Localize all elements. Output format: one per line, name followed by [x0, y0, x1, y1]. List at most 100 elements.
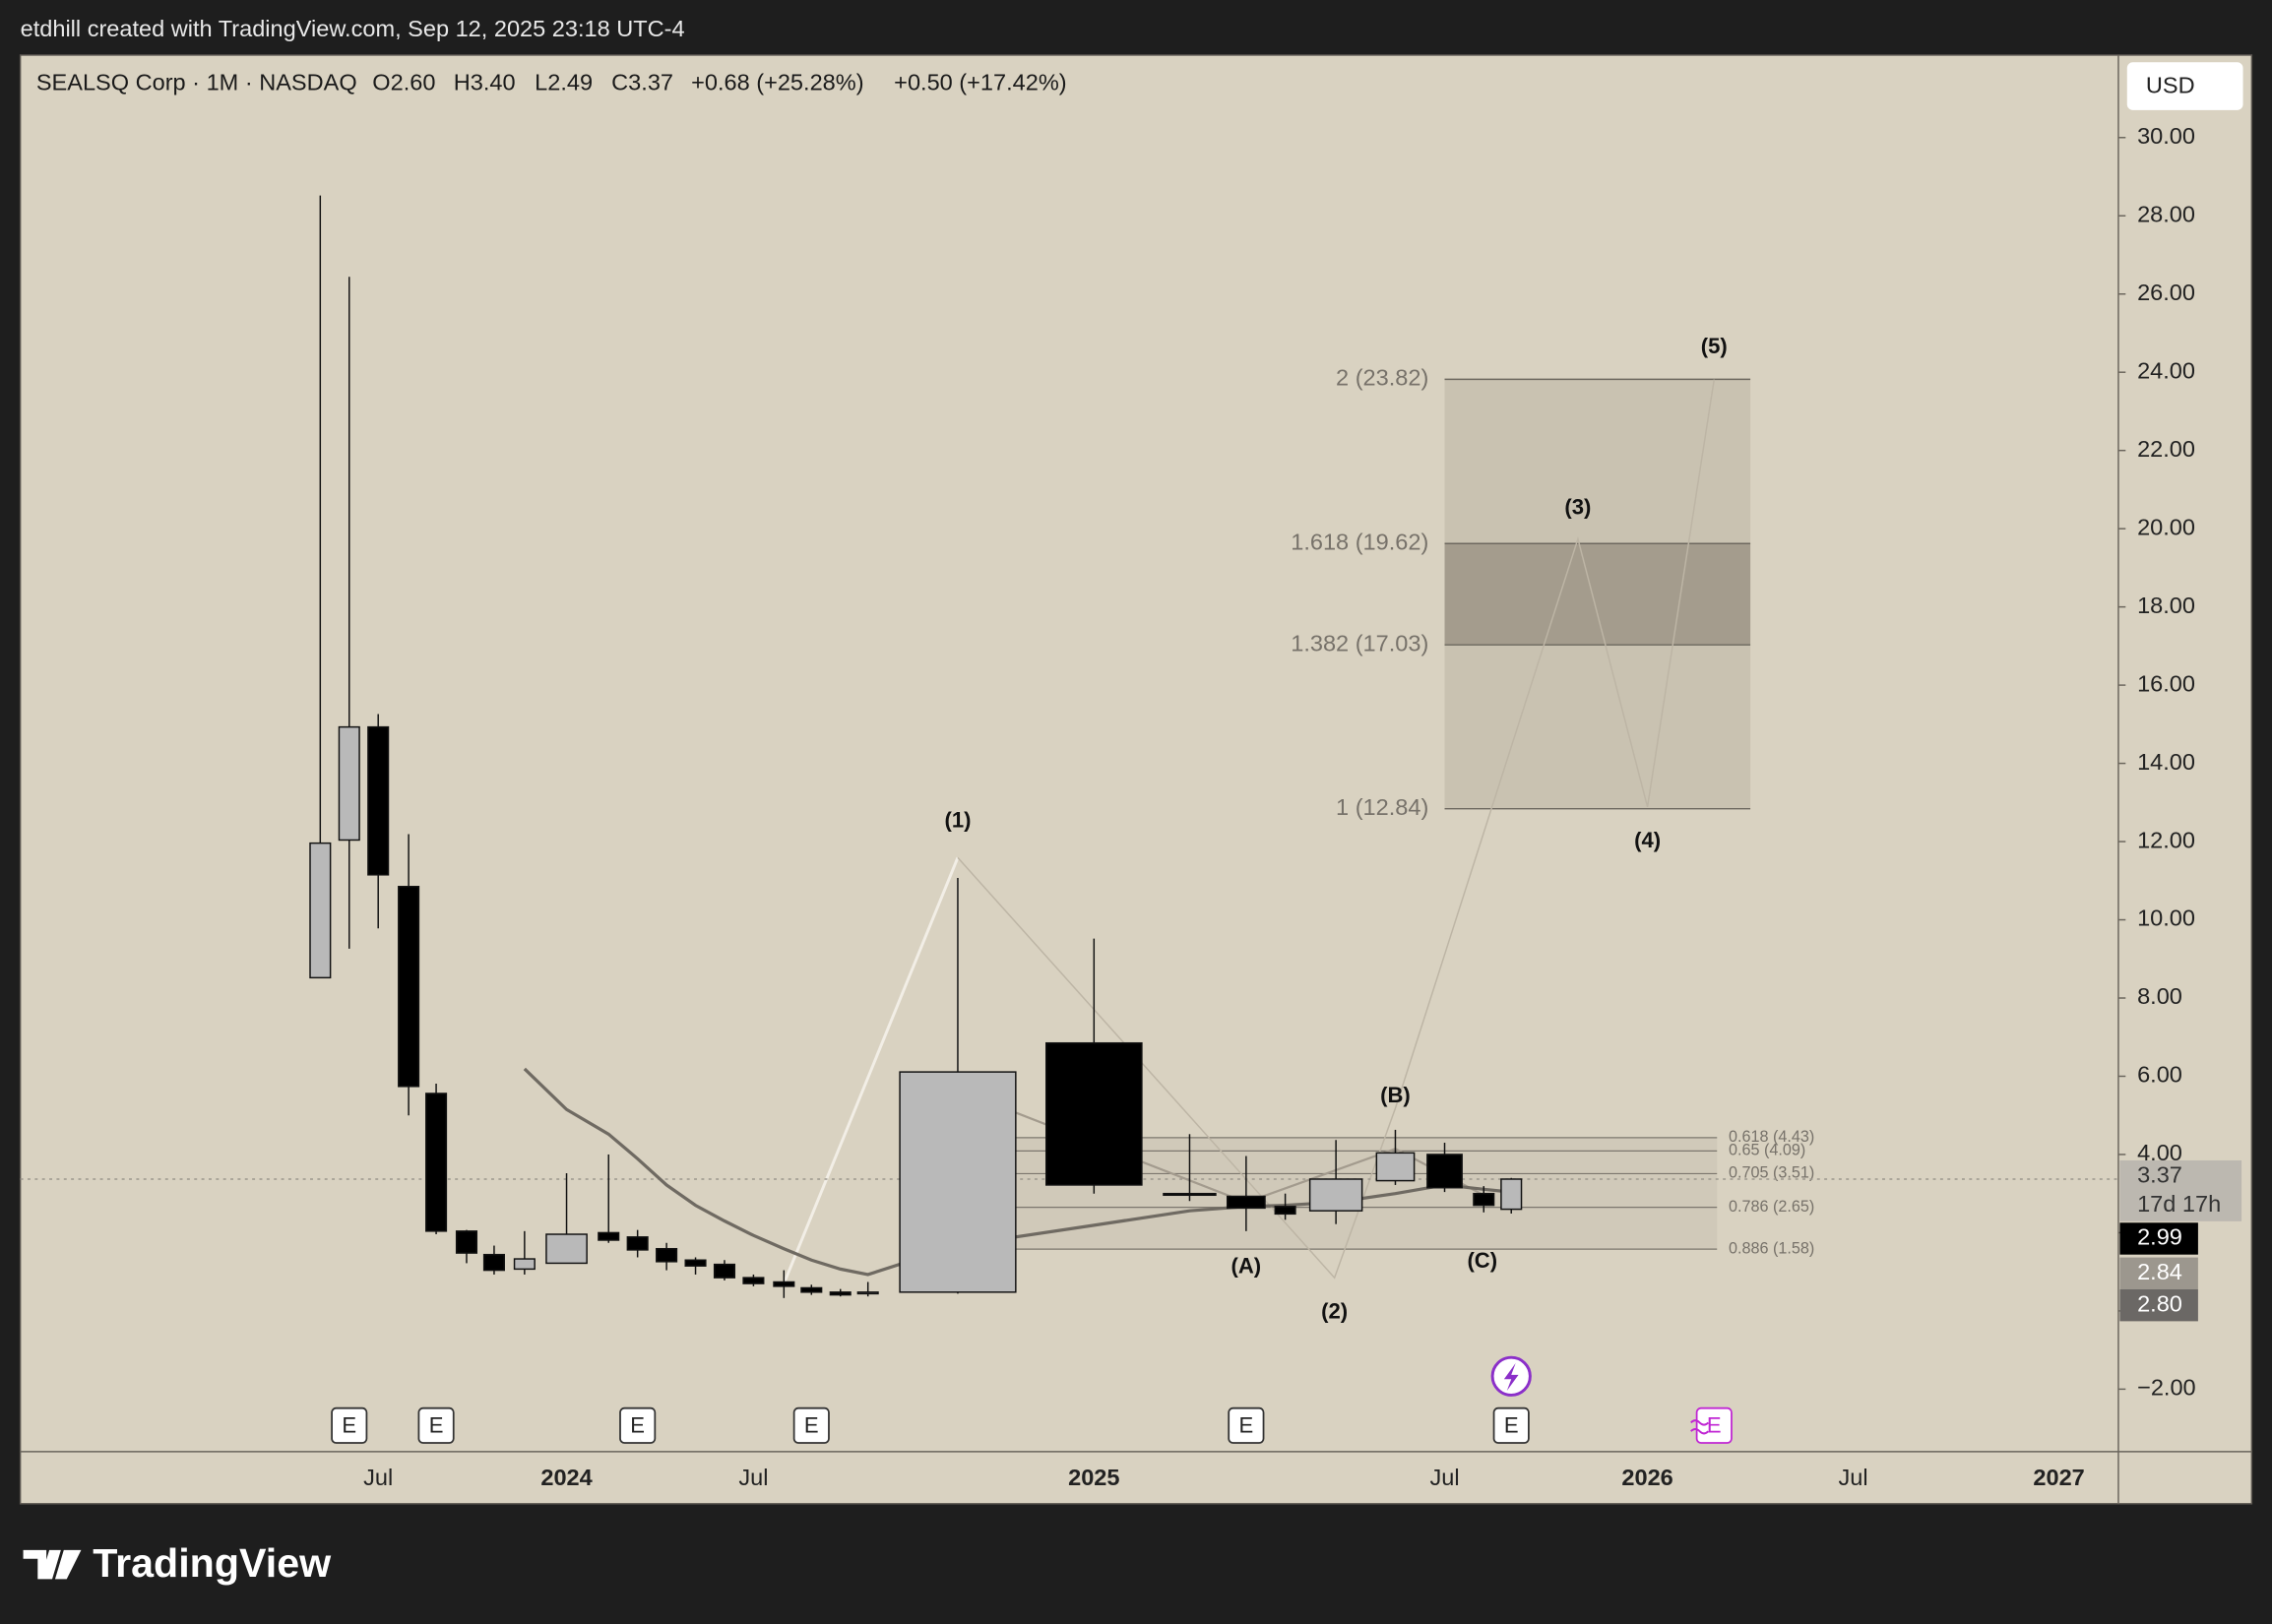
- candle-body: [455, 1230, 478, 1254]
- currency-label: USD: [2146, 73, 2195, 98]
- change-2: +0.50 (+17.42%): [894, 70, 1066, 95]
- ohlc-high: H3.40: [454, 70, 516, 95]
- candle-body: [1500, 1178, 1523, 1211]
- y-tick-label: 20.00: [2137, 514, 2195, 539]
- x-tick-label: 2024: [540, 1465, 592, 1490]
- x-tick-label: Jul: [1839, 1465, 1868, 1490]
- countdown: 17d 17h: [2137, 1191, 2221, 1217]
- candle-body: [398, 886, 420, 1088]
- x-tick-label: Jul: [363, 1465, 393, 1490]
- earnings-icon: [1690, 1419, 1710, 1435]
- y-tick-label: 6.00: [2137, 1062, 2182, 1088]
- wave-label: (3): [1564, 494, 1591, 519]
- earnings-label: E: [429, 1413, 444, 1438]
- wave-label: (2): [1321, 1298, 1348, 1323]
- candle-body: [856, 1291, 879, 1295]
- x-tick-label: Jul: [738, 1465, 768, 1490]
- fib-retracement-label: 0.705 (3.51): [1729, 1164, 1814, 1182]
- currency-button[interactable]: [2126, 62, 2243, 110]
- fib-extension-zone: [1444, 379, 1751, 809]
- price-tag-label: 2.80: [2137, 1290, 2182, 1316]
- event-icon-bolt: [1503, 1363, 1519, 1392]
- y-tick-label: 28.00: [2137, 201, 2195, 226]
- chart-panel: [19, 54, 2253, 1505]
- candle-body: [684, 1259, 707, 1267]
- price-tag: [2119, 1257, 2198, 1289]
- y-tick-label: 18.00: [2137, 593, 2195, 618]
- price-tag: [2119, 1159, 2242, 1221]
- price-tag-label: 3.37: [2137, 1161, 2182, 1187]
- y-tick-label: 8.00: [2137, 983, 2182, 1009]
- fib-extension-label: 1.618 (19.62): [1291, 529, 1428, 554]
- candle-body: [545, 1233, 588, 1265]
- earnings-label: E: [804, 1413, 819, 1438]
- candle-body: [1274, 1206, 1296, 1216]
- x-tick-label: 2026: [1621, 1465, 1672, 1490]
- candle-body: [338, 725, 360, 842]
- ohlc-low: L2.49: [535, 70, 593, 95]
- price-tag-label: 2.84: [2137, 1259, 2182, 1284]
- candle-body: [800, 1286, 823, 1293]
- fib-retracement-label: 0.886 (1.58): [1729, 1239, 1814, 1257]
- y-tick-label: 10.00: [2137, 906, 2195, 931]
- wave-label: (5): [1701, 334, 1728, 358]
- earnings-label: E: [342, 1413, 356, 1438]
- y-tick-label: −2.00: [2137, 1375, 2196, 1401]
- ohlc-close: C3.37: [611, 70, 673, 95]
- earnings-label: E: [630, 1413, 645, 1438]
- candle-body: [626, 1236, 649, 1251]
- moving-average: [523, 1067, 1512, 1277]
- candle-body: [309, 842, 332, 979]
- y-tick-label: 12.00: [2137, 827, 2195, 852]
- candle-body: [482, 1253, 505, 1272]
- wave-label: (1): [944, 807, 971, 832]
- candle-body: [899, 1071, 1017, 1293]
- candle-body: [742, 1277, 765, 1284]
- earnings-marker: [1492, 1406, 1530, 1444]
- earnings-marker: [1228, 1406, 1265, 1444]
- candle-body: [1426, 1154, 1463, 1189]
- candle-body: [1308, 1178, 1363, 1212]
- candle-body: [1473, 1192, 1495, 1207]
- y-tick-label: 24.00: [2137, 357, 2195, 383]
- wave-line: [782, 856, 960, 1284]
- wave-line: [957, 379, 1716, 1280]
- earnings-marker: [792, 1406, 830, 1444]
- y-tick-label: 30.00: [2137, 123, 2195, 149]
- earnings-marker: [619, 1406, 657, 1444]
- candle-body: [656, 1247, 678, 1263]
- fib-retracement-label: 0.786 (2.65): [1729, 1198, 1814, 1216]
- candle-body: [773, 1280, 795, 1287]
- brand-logo: [23, 1549, 82, 1580]
- change: +0.68 (+25.28%): [691, 70, 863, 95]
- y-tick-label: 22.00: [2137, 436, 2195, 462]
- x-tick-label: 2025: [1068, 1465, 1119, 1490]
- fib-extension-label: 1 (12.84): [1336, 794, 1428, 820]
- candle-body: [1163, 1192, 1217, 1197]
- earnings-label: E: [1504, 1413, 1519, 1438]
- earnings-label: E: [1239, 1413, 1254, 1438]
- price-tag: [2119, 1288, 2198, 1322]
- earnings-marker: [331, 1406, 368, 1444]
- price-tag-label: 2.99: [2137, 1224, 2182, 1250]
- brand-name: TradingView: [93, 1540, 332, 1586]
- wave-label: (4): [1634, 828, 1661, 852]
- fib-extension-label: 1.382 (17.03): [1291, 630, 1428, 656]
- earnings-label: E: [1707, 1413, 1722, 1438]
- x-tick-label: 2027: [2033, 1465, 2084, 1490]
- fib-retracement-label: 0.65 (4.09): [1729, 1142, 1805, 1159]
- candle-body: [1375, 1152, 1416, 1182]
- y-tick-label: 16.00: [2137, 670, 2195, 696]
- candle-body: [598, 1231, 620, 1241]
- ohlc-open: O2.60: [372, 70, 435, 95]
- candle-body: [1045, 1041, 1143, 1186]
- fib-extension-label: 2 (23.82): [1336, 365, 1428, 391]
- y-tick-label: 26.00: [2137, 280, 2195, 305]
- candle-body: [425, 1093, 448, 1232]
- symbol: SEALSQ Corp · 1M · NASDAQ: [36, 70, 357, 95]
- candle-body: [513, 1258, 536, 1271]
- wave-label: (A): [1231, 1254, 1262, 1279]
- x-tick-label: Jul: [1429, 1465, 1459, 1490]
